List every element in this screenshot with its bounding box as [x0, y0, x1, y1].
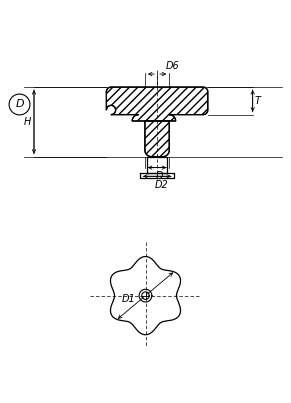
Text: D6: D6 — [166, 60, 180, 71]
Polygon shape — [140, 172, 174, 178]
Polygon shape — [147, 157, 167, 172]
Text: T: T — [255, 96, 261, 106]
Text: D: D — [15, 100, 24, 110]
Polygon shape — [107, 87, 208, 121]
Polygon shape — [111, 257, 180, 335]
Text: D2: D2 — [155, 180, 168, 190]
Text: D1: D1 — [122, 293, 135, 303]
Text: D: D — [156, 171, 164, 181]
Polygon shape — [145, 121, 169, 157]
Text: H: H — [24, 117, 31, 127]
